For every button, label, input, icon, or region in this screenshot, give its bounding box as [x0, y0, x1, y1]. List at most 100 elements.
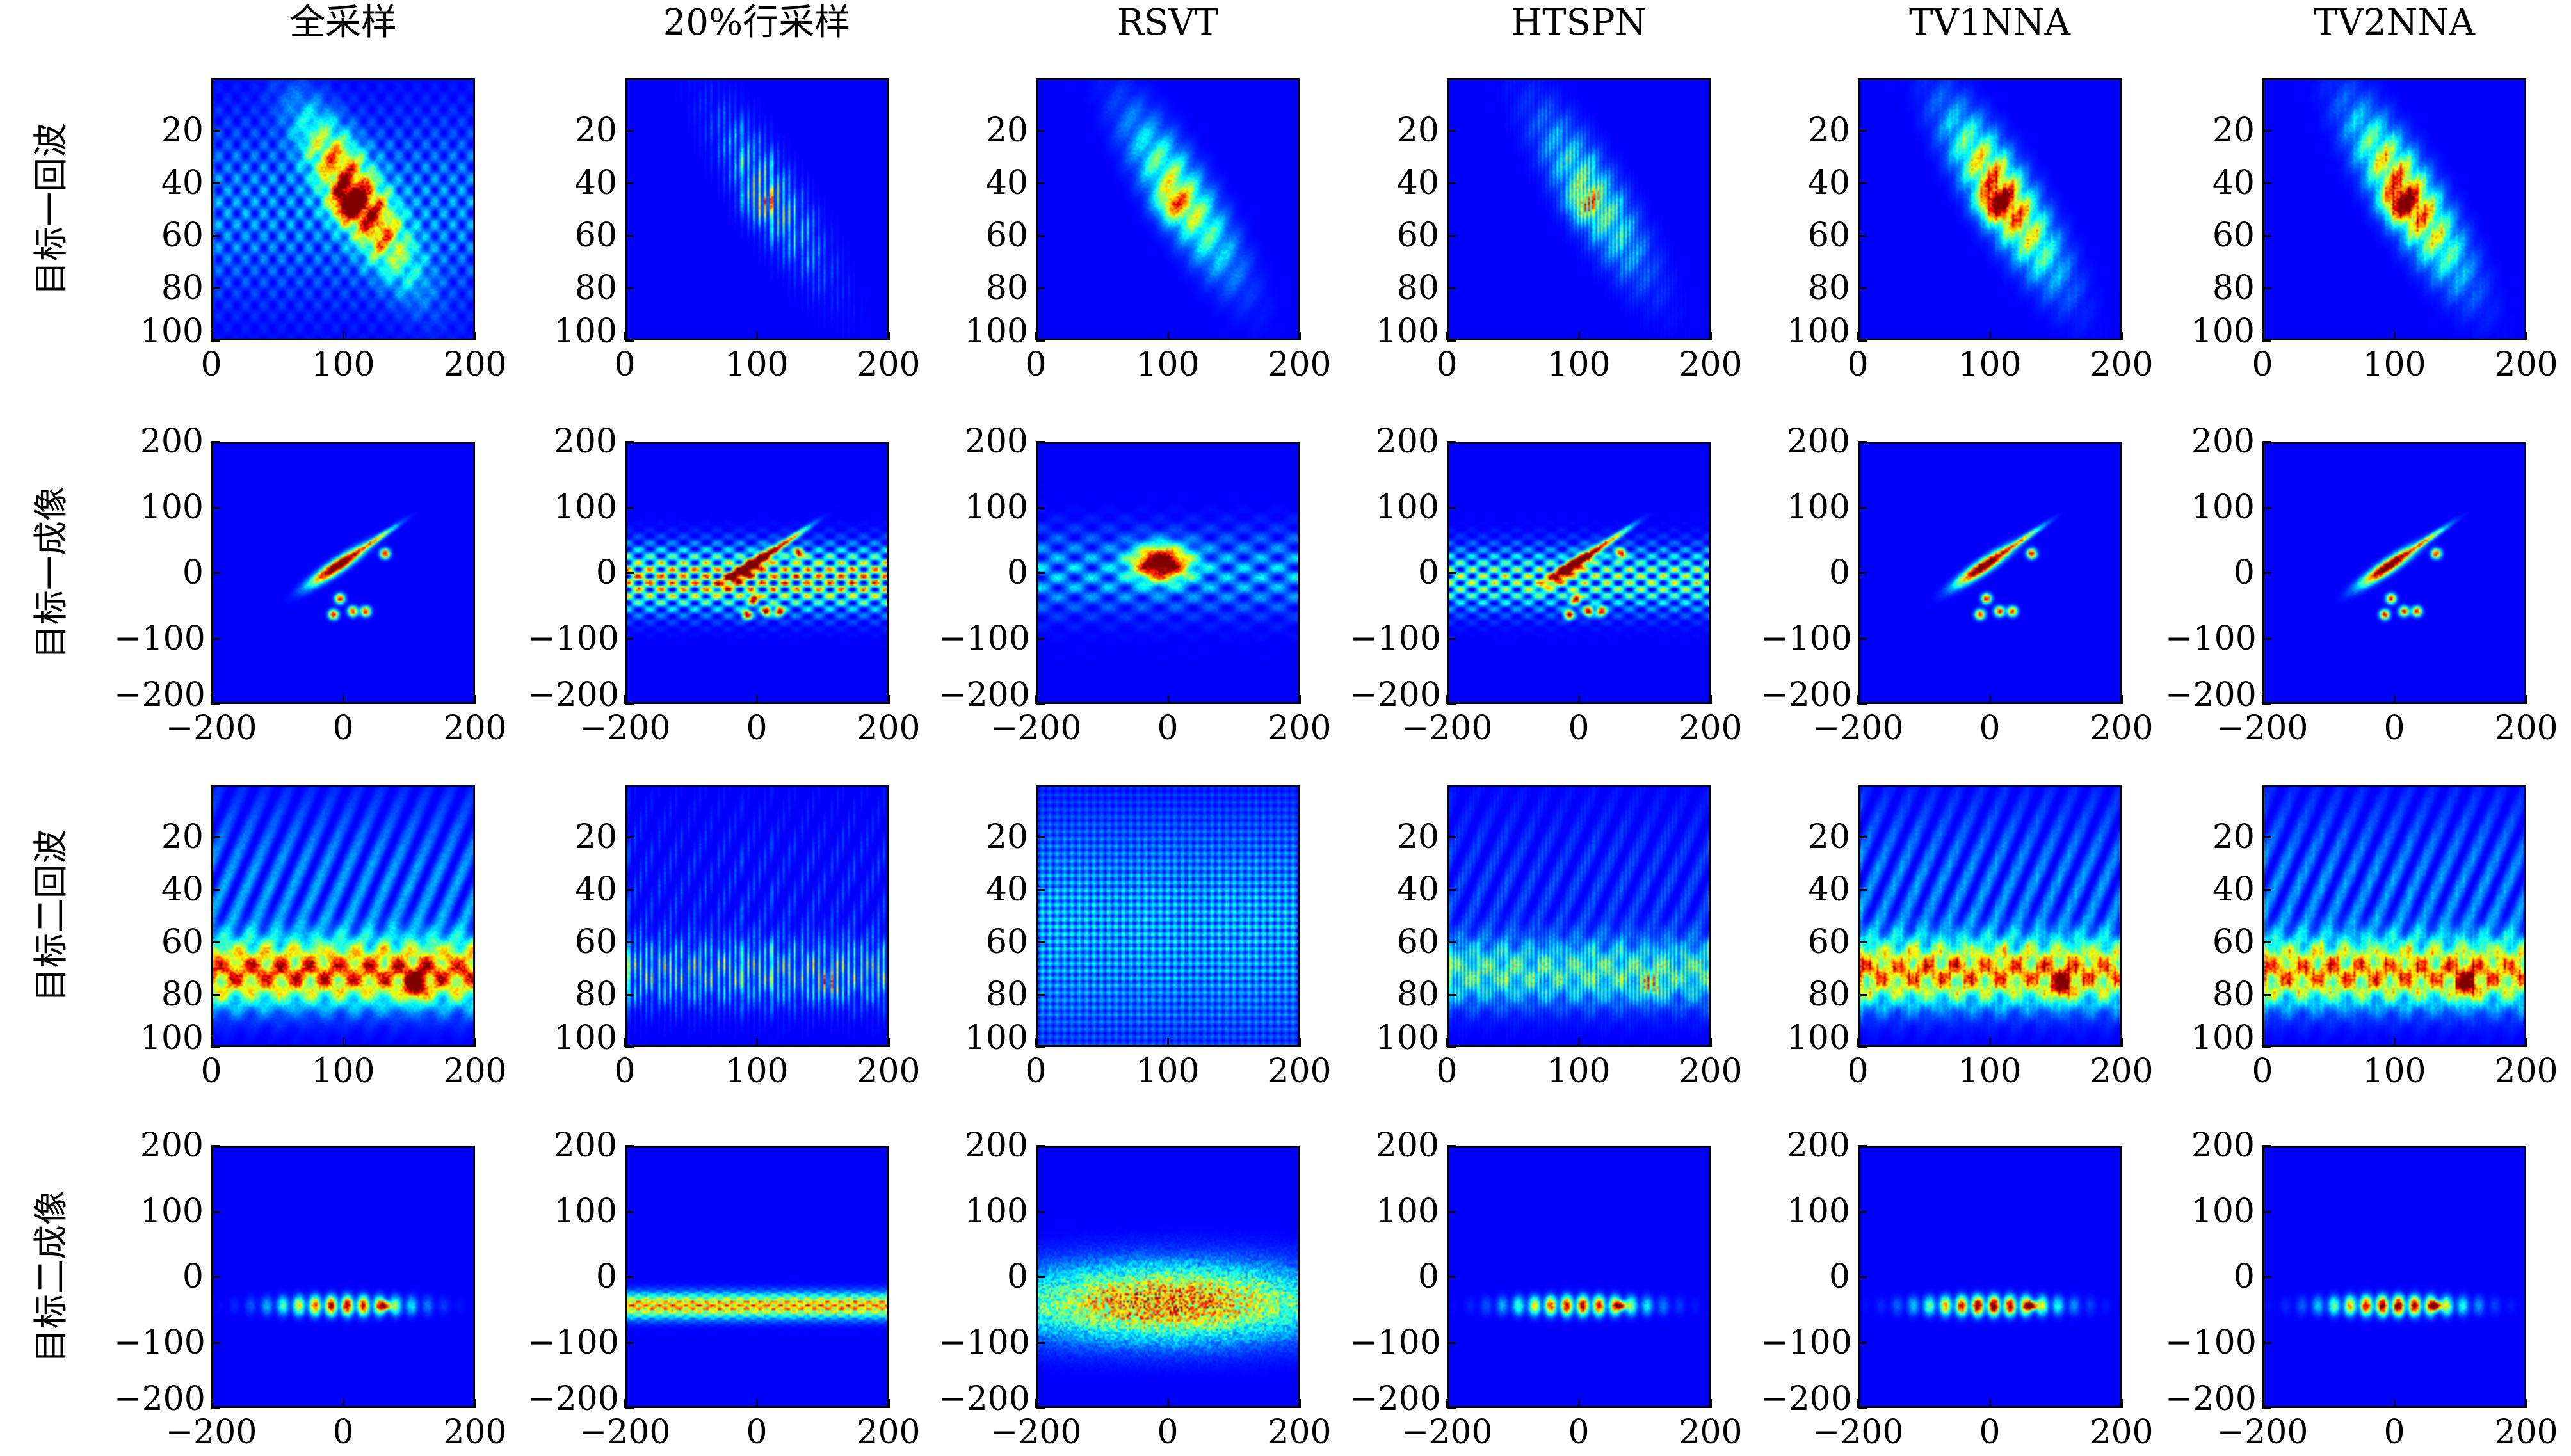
y-tick-label: 0 — [1006, 1258, 1028, 1296]
x-tick-mark — [1578, 1399, 1580, 1408]
y-tick-label: 80 — [985, 975, 1028, 1014]
y-tick-label: 0 — [595, 1258, 617, 1296]
y-tick-mark — [211, 889, 220, 891]
x-tick-label: 200 — [1679, 709, 1743, 748]
y-tick-mark — [211, 1145, 220, 1147]
row-label-2: 目标二回波 — [31, 829, 71, 1002]
y-tick-label: 100 — [2191, 1019, 2255, 1057]
y-tick-label: 60 — [1807, 216, 1850, 255]
y-tick-label: 20 — [1396, 111, 1439, 150]
y-tick-label: −200 — [1350, 1380, 1441, 1418]
y-tick-mark — [2262, 287, 2271, 289]
y-tick-label: −100 — [1761, 1323, 1852, 1362]
x-tick-mark — [211, 1038, 213, 1047]
x-tick-label: 0 — [332, 1413, 354, 1452]
y-tick-mark — [1447, 506, 1456, 509]
y-tick-mark — [1036, 287, 1045, 289]
y-tick-label: 40 — [985, 870, 1028, 909]
y-tick-mark — [1447, 889, 1456, 891]
y-tick-mark — [211, 836, 220, 838]
y-tick-label: 200 — [1786, 422, 1850, 461]
y-tick-label: 20 — [161, 818, 204, 856]
x-tick-label: −200 — [990, 1413, 1082, 1452]
y-tick-mark — [211, 506, 220, 509]
y-tick-mark — [1447, 941, 1456, 943]
y-tick-mark — [211, 340, 220, 342]
x-tick-mark — [1035, 332, 1037, 340]
x-tick-label: 200 — [2494, 1413, 2558, 1452]
y-tick-mark — [625, 1407, 634, 1409]
y-tick-label: 40 — [1807, 164, 1850, 202]
heatmap-canvas-r0-c3 — [1449, 80, 1709, 339]
y-tick-label: −200 — [1761, 1380, 1852, 1418]
y-tick-mark — [1858, 235, 1867, 237]
x-tick-mark — [1578, 1038, 1580, 1047]
x-tick-mark — [1710, 1399, 1712, 1408]
y-tick-label: 40 — [985, 164, 1028, 202]
x-tick-label: 200 — [857, 346, 921, 384]
x-tick-label: 0 — [1436, 1052, 1458, 1091]
heatmap-r3-c0 — [211, 1146, 475, 1408]
y-tick-mark — [211, 182, 220, 184]
y-tick-label: 80 — [1807, 975, 1850, 1014]
y-tick-label: 100 — [553, 312, 617, 351]
y-tick-mark — [1447, 130, 1456, 132]
column-title-3: HTSPN — [1511, 2, 1647, 44]
x-tick-mark — [1299, 695, 1301, 704]
y-tick-mark — [625, 340, 634, 342]
y-tick-mark — [625, 1046, 634, 1048]
heatmap-r2-c3 — [1447, 785, 1711, 1047]
y-tick-label: 20 — [985, 818, 1028, 856]
x-tick-label: −200 — [1401, 1413, 1493, 1452]
y-tick-label: 60 — [2212, 216, 2255, 255]
x-tick-mark — [1167, 695, 1169, 704]
y-tick-label: 0 — [182, 554, 204, 592]
x-tick-label: 0 — [200, 1052, 222, 1091]
y-tick-mark — [625, 182, 634, 184]
x-tick-mark — [756, 332, 758, 340]
y-tick-label: 200 — [1375, 422, 1439, 461]
heatmap-canvas-r3-c3 — [1449, 1148, 1709, 1406]
x-tick-label: 0 — [1847, 346, 1869, 384]
y-tick-label: 100 — [2191, 1192, 2255, 1231]
y-tick-label: 60 — [1807, 923, 1850, 961]
y-tick-mark — [2262, 637, 2271, 640]
x-tick-label: 200 — [1679, 1413, 1743, 1452]
x-tick-mark — [1710, 695, 1712, 704]
heatmap-r0-c0 — [211, 78, 475, 340]
y-tick-mark — [211, 287, 220, 289]
x-tick-label: 200 — [1679, 1052, 1743, 1091]
heatmap-canvas-r3-c5 — [2264, 1148, 2524, 1406]
y-tick-label: 60 — [985, 923, 1028, 961]
y-tick-mark — [1447, 703, 1456, 705]
y-tick-label: 60 — [161, 216, 204, 255]
x-tick-mark — [1989, 1399, 1991, 1408]
x-tick-label: 0 — [1568, 709, 1590, 748]
y-tick-mark — [2262, 572, 2271, 574]
y-tick-label: 200 — [140, 1126, 204, 1165]
y-tick-mark — [1036, 235, 1045, 237]
x-tick-label: 0 — [2383, 1413, 2405, 1452]
x-tick-label: −200 — [2216, 709, 2309, 748]
y-tick-mark — [625, 441, 634, 443]
y-tick-mark — [211, 130, 220, 132]
y-tick-label: 100 — [1375, 312, 1439, 351]
y-tick-mark — [211, 441, 220, 443]
y-tick-mark — [1858, 572, 1867, 574]
heatmap-r0-c1 — [625, 78, 889, 340]
y-tick-mark — [2262, 340, 2271, 342]
y-tick-mark — [2262, 1341, 2271, 1344]
y-tick-label: −100 — [528, 1323, 619, 1362]
heatmap-canvas-r3-c2 — [1038, 1148, 1298, 1406]
y-tick-label: −100 — [939, 1323, 1030, 1362]
x-tick-mark — [2526, 695, 2527, 704]
y-tick-mark — [1858, 441, 1867, 443]
y-tick-label: 60 — [1396, 216, 1439, 255]
y-tick-label: 20 — [2212, 818, 2255, 856]
y-tick-label: −100 — [528, 619, 619, 658]
y-tick-mark — [211, 941, 220, 943]
x-tick-mark — [888, 695, 890, 704]
x-tick-label: 200 — [2494, 346, 2558, 384]
x-tick-mark — [2526, 1399, 2527, 1408]
y-tick-label: −100 — [1761, 619, 1852, 658]
